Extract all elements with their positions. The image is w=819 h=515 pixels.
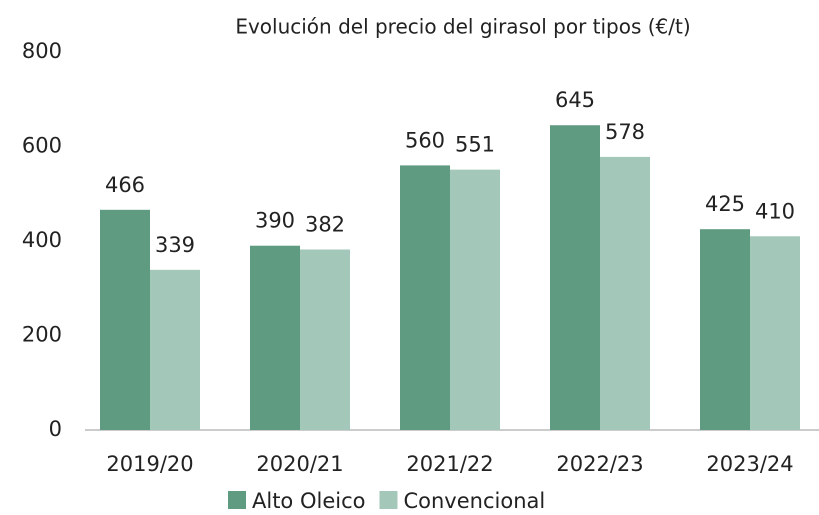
x-tick-label: 2019/20: [106, 452, 193, 476]
chart-title: Evolución del precio del girasol por tip…: [235, 15, 690, 39]
bar: [250, 245, 300, 430]
value-label: 382: [305, 213, 345, 237]
legend-swatch: [228, 491, 246, 509]
x-tick-label: 2021/22: [406, 452, 493, 476]
x-tick-label: 2022/23: [556, 452, 643, 476]
y-tick-label: 600: [22, 134, 62, 158]
value-label: 425: [705, 192, 745, 216]
bar: [450, 169, 500, 430]
y-tick-label: 400: [22, 228, 62, 252]
bar: [700, 229, 750, 430]
bar: [100, 209, 150, 430]
bar: [550, 125, 600, 431]
y-tick-label: 0: [49, 417, 62, 441]
value-label: 551: [455, 133, 495, 157]
bar: [600, 156, 650, 430]
bar: [300, 249, 350, 430]
legend-label: Convencional: [403, 489, 545, 513]
y-tick-label: 200: [22, 323, 62, 347]
value-label: 578: [605, 120, 645, 144]
legend-label: Alto Oleico: [252, 489, 365, 513]
value-label: 339: [155, 233, 195, 257]
x-tick-label: 2023/24: [706, 452, 793, 476]
value-label: 390: [255, 209, 295, 233]
y-tick-label: 800: [22, 39, 62, 63]
bar: [150, 269, 200, 430]
value-label: 645: [555, 88, 595, 112]
x-tick-label: 2020/21: [256, 452, 343, 476]
value-label: 560: [405, 128, 445, 152]
legend-swatch: [379, 491, 398, 509]
bar: [400, 165, 450, 430]
value-label: 410: [755, 199, 795, 223]
bar: [750, 236, 800, 430]
value-label: 466: [105, 173, 145, 197]
